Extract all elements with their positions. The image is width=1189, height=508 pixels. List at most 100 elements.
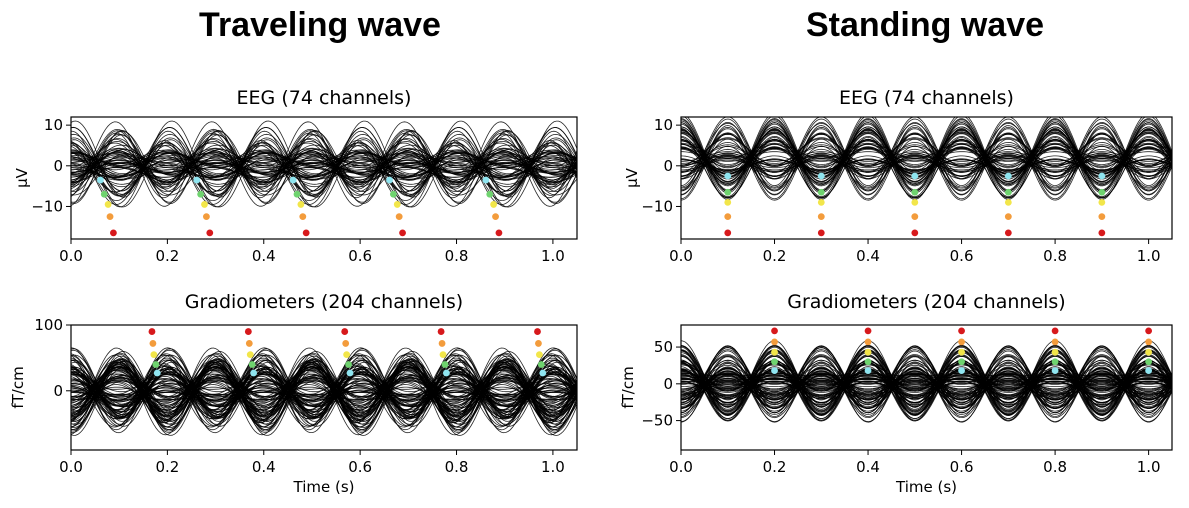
eeg-traveling-marker-cyan [482, 176, 490, 184]
eeg-traveling-marker-cyan [96, 176, 104, 184]
eeg-standing-marker-red [1004, 229, 1012, 237]
eeg-standing-marker-cyan [817, 172, 825, 180]
channel-trace [681, 145, 1172, 189]
eeg-traveling-marker-yellow [490, 201, 498, 208]
channel-trace [681, 355, 1172, 414]
eeg-standing-marker-red [817, 229, 825, 237]
grad-standing-marker-yellow [864, 348, 872, 356]
eeg-traveling-ytick-label: −10 [31, 197, 63, 215]
channel-trace [71, 366, 577, 417]
channel-trace [681, 139, 1172, 178]
eeg-standing-marker-red [724, 229, 732, 237]
grad-standing-marker-orange [771, 338, 778, 346]
eeg-standing-ytick-label: 0 [663, 157, 673, 175]
eeg-traveling-ytick-label: 10 [44, 116, 63, 134]
grad-traveling-xtick-label: 0.6 [348, 458, 372, 476]
eeg-traveling-marker-orange [299, 213, 307, 221]
grad-standing-marker-green [864, 358, 872, 366]
grad-standing-marker-green [771, 358, 778, 366]
eeg-traveling-marker-yellow [104, 201, 112, 208]
eeg-standing-marker-yellow [724, 199, 732, 206]
grad-traveling-marker-yellow [343, 351, 351, 359]
channel-trace [681, 369, 1172, 407]
channel-trace [71, 371, 577, 418]
eeg-traveling-ytick-label: 0 [53, 157, 63, 175]
eeg-traveling-marker-orange [106, 213, 114, 221]
channel-trace [71, 373, 577, 403]
grad-standing-marker-red [864, 327, 872, 335]
eeg-standing-xtick-label: 0.2 [763, 247, 787, 265]
eeg-standing-marker-yellow [911, 199, 919, 206]
eeg-standing-traces [681, 117, 1172, 201]
grad-standing-marker-orange [1051, 338, 1059, 346]
channel-trace [681, 364, 1172, 389]
eeg-standing-marker-yellow [817, 199, 825, 206]
eeg-traveling-xtick-label: 0.8 [445, 247, 469, 265]
channel-trace [71, 380, 577, 409]
grad-standing-marker-red [1051, 327, 1059, 335]
grad-traveling-marker-orange [438, 340, 446, 347]
channel-trace [71, 157, 577, 168]
eeg-standing-xtick-label: 0.8 [1043, 247, 1067, 265]
channel-trace [681, 355, 1172, 399]
channel-trace [71, 372, 577, 401]
grad-traveling-marker-cyan [250, 369, 258, 377]
eeg-standing-marker-yellow [1004, 199, 1012, 206]
grad-standing-marker-cyan [1145, 367, 1153, 374]
channel-trace [681, 359, 1172, 421]
channel-trace [681, 126, 1172, 182]
grad-traveling-marker-cyan [346, 369, 354, 377]
eeg-standing-axes-frame [680, 116, 1173, 240]
eeg-traveling-title: EEG (74 channels) [237, 87, 412, 109]
grad-standing-marker-orange [1145, 338, 1153, 346]
channel-trace [71, 128, 577, 190]
grad-traveling-marker-green [345, 361, 352, 368]
eeg-standing-marker-orange [1098, 213, 1106, 221]
eeg-traveling-marker-orange [492, 213, 499, 221]
eeg-standing-marker-red [1098, 229, 1106, 237]
channel-trace [681, 143, 1172, 178]
channel-trace [681, 132, 1172, 201]
channel-trace [71, 384, 577, 411]
eeg-standing-marker-cyan [911, 172, 919, 180]
channel-trace [681, 345, 1172, 408]
eeg-traveling-xtick-label: 0.6 [348, 247, 372, 265]
grad-standing-ytick-label: −50 [641, 412, 673, 430]
eeg-standing-marker-red [911, 229, 919, 237]
channel-trace [681, 375, 1172, 390]
channel-trace [681, 155, 1172, 173]
eeg-traveling-traces [71, 120, 577, 208]
grad-traveling-marker-orange [342, 340, 350, 347]
eeg-standing-marker-orange [724, 213, 732, 221]
channel-trace [681, 372, 1172, 401]
eeg-traveling-marker-orange [203, 213, 210, 221]
grad-traveling-marker-green [537, 361, 545, 368]
channel-trace [71, 130, 577, 196]
eeg-standing-marker-green [911, 188, 919, 196]
grad-traveling-marker-yellow [150, 351, 158, 359]
eeg-traveling-xtick-label: 0.2 [155, 247, 179, 265]
eeg-standing-marker-yellow [1098, 199, 1106, 206]
channel-trace [71, 149, 577, 165]
eeg-traveling-marker-red [399, 229, 406, 237]
grad-standing-marker-orange [864, 338, 872, 346]
eeg-standing-marker-orange [911, 213, 919, 221]
channel-trace [681, 153, 1172, 164]
grad-traveling-xlabel: Time (s) [293, 478, 355, 496]
channel-trace [71, 153, 577, 168]
eeg-traveling-marker-red [206, 229, 214, 237]
grad-standing-xtick-label: 0.8 [1043, 458, 1067, 476]
eeg-standing-marker-cyan [724, 172, 732, 180]
channel-trace [681, 345, 1172, 409]
channel-trace [681, 133, 1172, 173]
channel-trace [71, 361, 577, 427]
channel-trace [681, 354, 1172, 413]
grad-standing-marker-green [1051, 358, 1059, 366]
channel-trace [681, 373, 1172, 398]
grad-traveling-xtick-label: 0.8 [445, 458, 469, 476]
channel-trace [71, 132, 577, 207]
channel-trace [681, 378, 1172, 381]
channel-trace [71, 130, 577, 193]
grad-standing-marker-yellow [1145, 348, 1153, 356]
